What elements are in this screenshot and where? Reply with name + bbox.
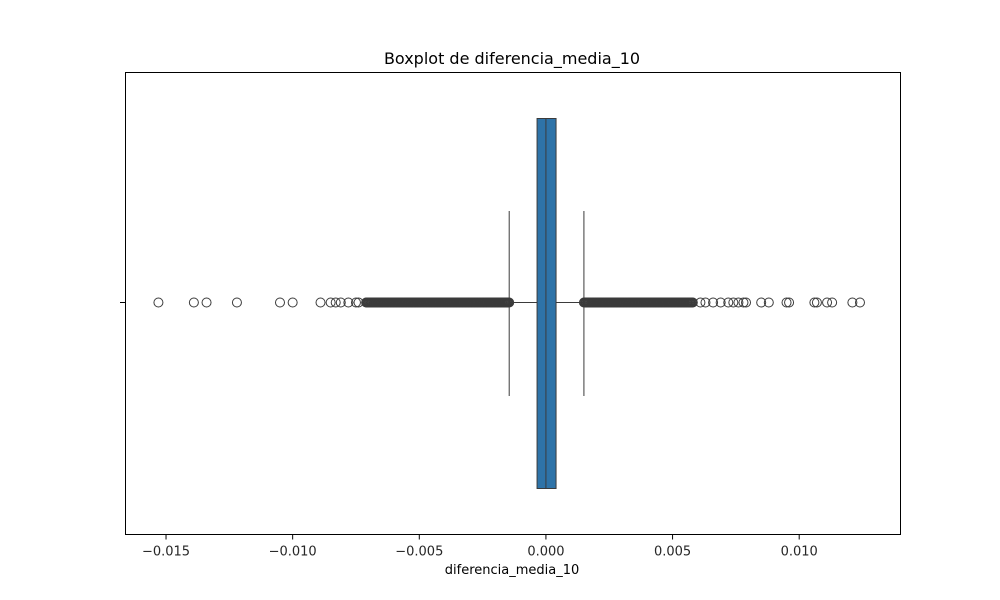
outlier-point bbox=[738, 297, 749, 308]
x-tick-label: 0.005 bbox=[654, 545, 691, 560]
outlier-point bbox=[287, 297, 298, 308]
outlier-point bbox=[700, 297, 711, 308]
outlier-point bbox=[811, 297, 822, 308]
outlier-point bbox=[784, 297, 795, 308]
outlier-point bbox=[723, 297, 734, 308]
outlier-point bbox=[201, 297, 212, 308]
chart-title: Boxplot de diferencia_media_10 bbox=[384, 49, 640, 69]
outlier-point bbox=[330, 297, 341, 308]
x-tick-label: 0.010 bbox=[781, 545, 818, 560]
outlier-point bbox=[343, 297, 354, 308]
x-tick-label: −0.010 bbox=[269, 545, 317, 560]
x-tick-label: −0.005 bbox=[395, 545, 443, 560]
x-tick-label: −0.015 bbox=[142, 545, 190, 560]
x-tick-label: 0.000 bbox=[527, 545, 564, 560]
x-axis-label: diferencia_media_10 bbox=[445, 563, 580, 578]
outlier-point bbox=[504, 297, 515, 308]
outlier-point bbox=[827, 297, 838, 308]
outlier-point bbox=[715, 297, 726, 308]
outlier-point bbox=[809, 297, 820, 308]
outlier-point bbox=[274, 297, 285, 308]
outlier-point bbox=[822, 297, 833, 308]
outlier-point bbox=[153, 297, 164, 308]
x-axis: −0.015 −0.010 −0.005 0.000 0.005 0.010 bbox=[142, 534, 818, 560]
outlier-point bbox=[756, 297, 767, 308]
plot-frame bbox=[125, 72, 901, 535]
outlier-point bbox=[335, 297, 346, 308]
outlier-point bbox=[708, 297, 719, 308]
outlier-point bbox=[854, 297, 865, 308]
outlier-point bbox=[687, 297, 698, 308]
outlier-point bbox=[315, 297, 326, 308]
outlier-point bbox=[350, 297, 361, 308]
plot-marks bbox=[153, 118, 865, 489]
outlier-point bbox=[325, 297, 336, 308]
outlier-point bbox=[847, 297, 858, 308]
iqr-box bbox=[536, 118, 557, 489]
outlier-point bbox=[188, 297, 199, 308]
outlier-point bbox=[741, 297, 752, 308]
outlier-point bbox=[728, 297, 739, 308]
outlier-point bbox=[733, 297, 744, 308]
outlier-point bbox=[763, 297, 774, 308]
outlier-point bbox=[231, 297, 242, 308]
outlier-point bbox=[781, 297, 792, 308]
